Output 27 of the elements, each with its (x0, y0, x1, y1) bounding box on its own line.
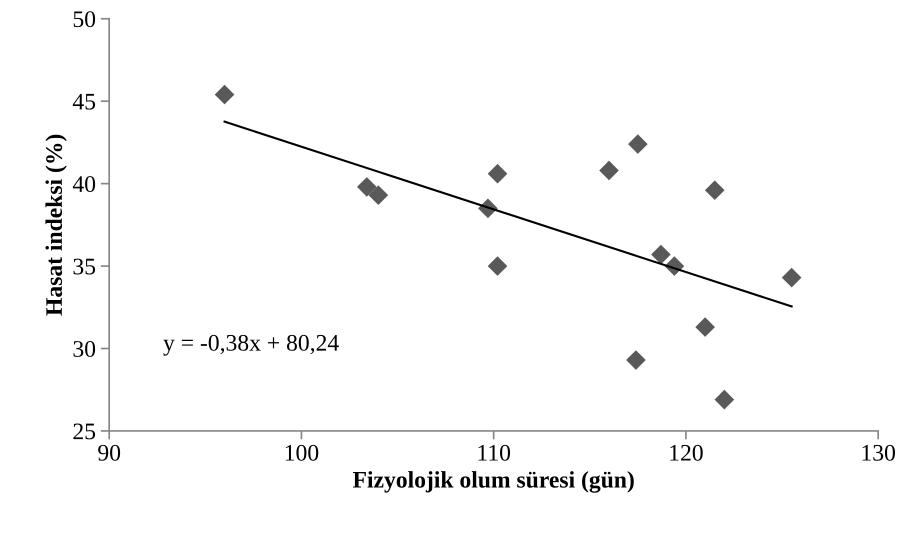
point (696, 318, 715, 337)
x-tick-label: 120 (670, 444, 703, 461)
point (628, 134, 648, 154)
y-tick-label: 30 (74, 341, 96, 357)
y-tick-label: 50 (74, 11, 96, 28)
point (488, 256, 508, 276)
x-axis-title: Fizyolojik olum süresi (gün) (352, 471, 634, 493)
point (488, 164, 508, 184)
x-tick-label: 100 (286, 444, 318, 461)
x-tick-label: 130 (862, 444, 895, 461)
y-tick-label: 45 (72, 94, 96, 110)
point (782, 268, 802, 288)
annotation: y = -0,38x + 80,24 (163, 334, 339, 356)
point (357, 177, 376, 196)
point (215, 85, 234, 104)
y-tick-label: 25 (73, 424, 96, 440)
y-tick-label: 35 (74, 258, 96, 274)
y-axis-title: Hasat indeksi (%) (45, 134, 67, 316)
point (651, 244, 670, 264)
y-tick-label: 40 (72, 176, 96, 192)
point (705, 180, 724, 200)
point (714, 390, 734, 410)
point (626, 350, 646, 370)
x-tick-label: 90 (98, 444, 120, 461)
point (599, 160, 619, 180)
point (368, 186, 388, 205)
x-tick-label: 110 (478, 444, 510, 461)
